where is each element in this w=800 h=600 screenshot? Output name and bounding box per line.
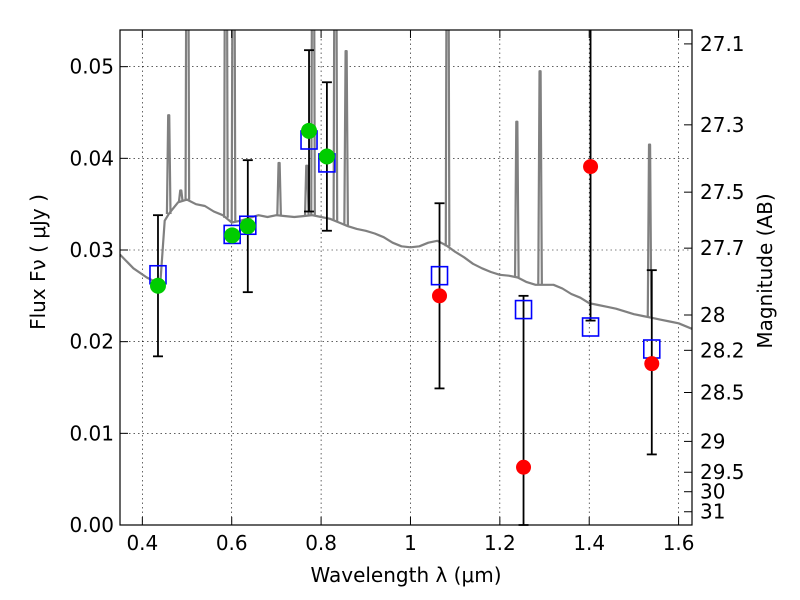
model-photometry-square [430, 265, 449, 286]
red-data-point [644, 356, 660, 372]
mag-tick-label: 28.2 [700, 338, 745, 362]
x-tick-label: 0.6 [216, 531, 248, 555]
mag-tick-label: 27.1 [700, 32, 745, 56]
x-tick-label: 1 [404, 531, 417, 555]
y-tick-label: 0.04 [69, 146, 114, 170]
error-bars [152, 30, 657, 526]
x-tick-label: 0.8 [305, 531, 337, 555]
model-photometry-square [581, 317, 600, 337]
data-markers [149, 122, 661, 475]
red-data-point [432, 288, 448, 304]
green-data-point [239, 218, 256, 235]
mag-tick-label: 29.5 [700, 460, 745, 484]
emission-line [230, 30, 237, 223]
y-tick-label: 0.01 [69, 421, 114, 445]
y-tick-label: 0.00 [69, 513, 114, 537]
x-tick-label: 1.4 [573, 531, 605, 555]
emission-line [646, 143, 653, 318]
x-axis-label: Wavelength λ (μm) [310, 563, 501, 587]
x-tick-label: 0.4 [126, 531, 158, 555]
green-data-point [149, 277, 166, 294]
x-tick-label: 1.6 [663, 531, 695, 555]
axes-frame [119, 29, 693, 526]
y-tick-label: 0.02 [69, 330, 114, 354]
emission-line [223, 30, 229, 218]
green-data-point [224, 227, 241, 244]
y-tick-label: 0.05 [69, 55, 114, 79]
green-data-point [318, 148, 335, 165]
mag-tick-label: 28 [700, 303, 725, 327]
mag-tick-label: 31 [700, 500, 725, 524]
mag-tick-label: 28.5 [700, 380, 745, 404]
spectrum-continuum [120, 198, 692, 330]
tick-labels: 0.4 0.6 0.8 1 1.2 1.4 1.6 0.00 0.01 0.02 0.03 0.04 0… [69, 32, 744, 555]
model-photometry-square [514, 299, 533, 320]
plot-frame [119, 29, 693, 526]
y-tick-label: 0.03 [69, 238, 114, 262]
red-data-point [516, 459, 532, 475]
mag-tick-label: 27.5 [700, 180, 745, 204]
emission-line [343, 49, 350, 226]
emission-line [332, 30, 339, 222]
mag-tick-label: 27.7 [700, 236, 745, 260]
green-data-point [301, 122, 318, 139]
grid-lines [120, 30, 692, 526]
x-tick-label: 1.2 [484, 531, 516, 555]
emission-line [165, 114, 172, 215]
mag-tick-label: 27.3 [700, 113, 745, 137]
mag-tick-label: 30 [700, 480, 725, 504]
emission-line [537, 70, 543, 285]
emission-line [303, 164, 310, 216]
y2-axis-label: Magnitude (AB) [753, 193, 777, 348]
y-axis-label: Flux Fν ( μJy ) [26, 194, 50, 330]
emission-line [310, 30, 316, 216]
mag-tick-label: 29 [700, 429, 725, 453]
red-data-point [583, 159, 599, 175]
emission-line [177, 189, 184, 202]
model-spectrum [120, 30, 692, 330]
model-photometry-square [239, 215, 257, 236]
emission-line [513, 120, 520, 278]
emission-line [444, 30, 451, 247]
emission-line [276, 161, 282, 216]
